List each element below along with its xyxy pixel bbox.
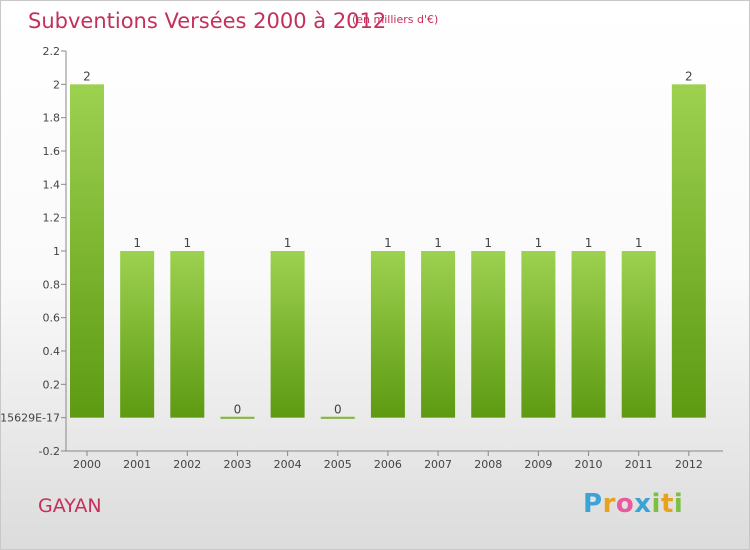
data-label: 1 xyxy=(133,236,141,250)
bar-2006 xyxy=(370,251,405,418)
data-label: 1 xyxy=(434,236,442,250)
bar-2009 xyxy=(521,251,556,418)
y-tick-label: -0.2 xyxy=(39,445,60,458)
data-label: 0 xyxy=(234,403,242,417)
data-label: 2 xyxy=(83,69,91,83)
y-tick-label: 0.8 xyxy=(43,278,61,291)
bar-2008 xyxy=(471,251,506,418)
data-label: 1 xyxy=(635,236,643,250)
y-tick-label: 1.4 xyxy=(43,178,61,191)
data-label: 1 xyxy=(183,236,191,250)
x-tick-label: 2012 xyxy=(675,458,703,471)
y-tick-label: 1.8 xyxy=(43,112,61,125)
y-tick-label: 1.2 xyxy=(43,212,61,225)
y-tick-label: 0.2 xyxy=(43,378,61,391)
x-tick-label: 2010 xyxy=(575,458,603,471)
x-tick-label: 2002 xyxy=(173,458,201,471)
y-tick-label: 0.4 xyxy=(43,345,61,358)
y-tick-label: 2 xyxy=(53,78,60,91)
bar-2010 xyxy=(571,251,606,418)
x-tick-label: 2011 xyxy=(625,458,653,471)
data-label: 2 xyxy=(685,69,693,83)
y-tick-label: 1 xyxy=(53,245,60,258)
bar-2011 xyxy=(621,251,656,418)
bar-2005 xyxy=(320,416,355,419)
y-tick-label: 0.6 xyxy=(43,312,61,325)
commune-name: GAYAN xyxy=(38,495,102,517)
bar-2003 xyxy=(220,416,255,419)
x-tick-label: 2000 xyxy=(73,458,101,471)
bar-2001 xyxy=(120,251,155,418)
x-tick-label: 2004 xyxy=(274,458,302,471)
bar-2004 xyxy=(270,251,305,418)
data-label: 1 xyxy=(384,236,392,250)
x-tick-label: 2009 xyxy=(524,458,552,471)
x-tick-label: 2001 xyxy=(123,458,151,471)
bar-2000 xyxy=(70,84,104,418)
chart-title: Subventions Versées 2000 à 2012 xyxy=(28,9,387,33)
proxiti-logo[interactable]: Proxiti xyxy=(583,489,684,519)
bar-2012 xyxy=(671,84,706,418)
data-label: 0 xyxy=(334,403,342,417)
x-tick-label: 2003 xyxy=(223,458,251,471)
bar-2007 xyxy=(421,251,456,418)
data-label: 1 xyxy=(585,236,593,250)
chart-unit: (en milliers d'€) xyxy=(352,13,439,26)
data-label: 1 xyxy=(484,236,492,250)
x-tick-label: 2006 xyxy=(374,458,402,471)
data-label: 1 xyxy=(284,236,292,250)
x-tick-label: 2005 xyxy=(324,458,352,471)
y-tick-label: -15629E-17 xyxy=(1,412,60,425)
x-tick-label: 2008 xyxy=(474,458,502,471)
x-tick-label: 2007 xyxy=(424,458,452,471)
y-tick-label: 1.6 xyxy=(43,145,61,158)
bar-2002 xyxy=(170,251,205,418)
data-label: 1 xyxy=(535,236,543,250)
y-tick-label: 2.2 xyxy=(43,45,61,58)
